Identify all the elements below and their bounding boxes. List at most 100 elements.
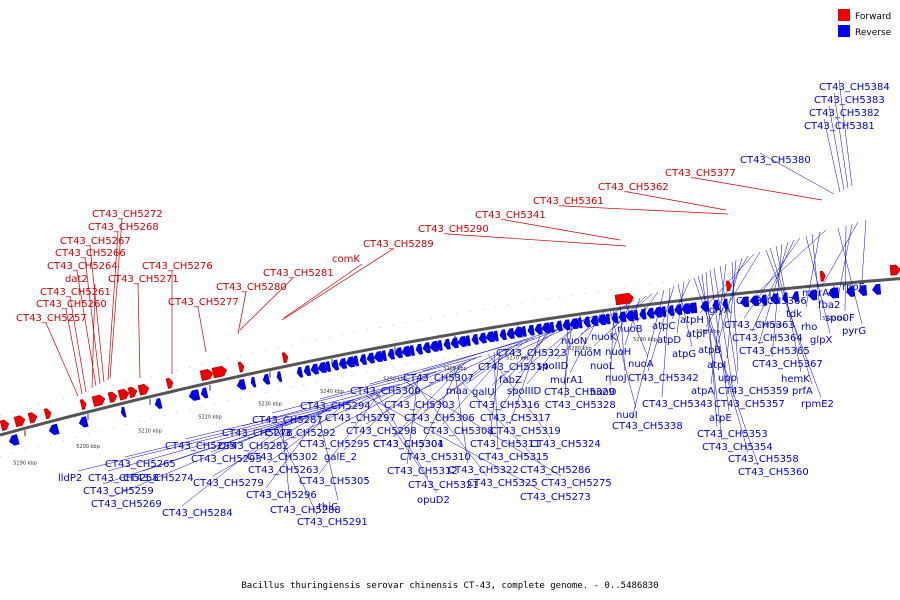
reverse-gene <box>534 323 543 335</box>
reverse-leader-line <box>636 291 659 323</box>
reverse-gene-label: CT43_CH5328 <box>545 400 616 411</box>
reverse-gene-label: CT43_CH5384 <box>819 82 890 93</box>
reverse-gene <box>562 319 571 331</box>
reverse-leader-line <box>369 337 535 385</box>
reverse-leader-line <box>392 361 467 438</box>
reverse-gene-label: CT43_CH5298 <box>346 426 417 437</box>
reverse-leader-line <box>210 399 355 453</box>
forward-gene-label: CT43_CH5260 <box>36 299 107 310</box>
reverse-gene-label: CT43_CH5329 <box>544 387 615 398</box>
reverse-gene <box>639 308 647 320</box>
reverse-leader-line <box>719 265 739 385</box>
reverse-gene-label: nuoJ <box>605 373 627 384</box>
reverse-gene-label: nuoI <box>616 410 638 421</box>
reverse-leader-line <box>609 309 637 409</box>
forward-gene-label: comK <box>332 254 360 265</box>
forward-leader-line <box>283 263 363 319</box>
reverse-gene-label: nuoB <box>617 324 643 335</box>
reverse-gene-label: rpmE2 <box>801 399 834 410</box>
forward-leader-line <box>239 277 294 331</box>
reverse-gene <box>401 345 411 357</box>
reverse-gene-label: CT43_CH5301 <box>373 439 444 450</box>
reverse-gene <box>858 285 868 296</box>
reverse-gene <box>331 359 340 371</box>
reverse-gene <box>576 317 583 329</box>
reverse-gene <box>770 293 780 305</box>
reverse-leader-line <box>823 118 841 193</box>
reverse-leader-line <box>442 345 513 425</box>
reverse-gene <box>296 366 304 378</box>
reverse-gene <box>646 307 655 319</box>
forward-gene <box>819 270 826 282</box>
reverse-gene-label: atpD <box>657 335 681 346</box>
reverse-leader-line <box>717 257 743 344</box>
reverse-gene-label: CT43_CH5354 <box>702 442 773 453</box>
reverse-leader-line <box>488 331 551 399</box>
reverse-gene-label: CT43_CH5282 <box>218 441 289 452</box>
forward-gene-label: CT43_CH5257 <box>16 313 87 324</box>
reverse-gene-label: nuoD <box>590 387 617 398</box>
scale-tick-label: 5310 kbp <box>758 322 782 328</box>
reverse-gene <box>359 354 368 366</box>
reverse-leader-line <box>759 152 835 195</box>
reverse-gene <box>690 302 698 314</box>
reverse-gene <box>408 345 416 356</box>
reverse-gene-label: CT43_CH5295 <box>299 439 370 450</box>
reverse-gene-label: CT43_CH5263 <box>248 465 319 476</box>
reverse-gene <box>345 356 356 368</box>
forward-gene <box>117 388 130 401</box>
reverse-gene-label: CT43_CH5304 <box>373 439 444 450</box>
reverse-gene-label: CT43_CH5314 <box>478 362 549 373</box>
reverse-leader-line <box>487 353 551 438</box>
forward-leader-line <box>504 219 621 241</box>
reverse-gene <box>653 306 663 318</box>
reverse-gene-label: spoIID <box>537 361 569 372</box>
reverse-leader-line <box>489 349 501 438</box>
reverse-gene-label: CT43_CH5315 <box>478 452 549 463</box>
forward-gene-label: CT43_CH5341 <box>475 210 546 221</box>
forward-gene <box>237 361 245 373</box>
reverse-leader-line <box>624 297 641 346</box>
reverse-leader-line <box>392 347 507 438</box>
reverse-gene-label: CT43_CH5297 <box>325 413 396 424</box>
reverse-gene-label: CT43_CH5284 <box>162 508 233 519</box>
reverse-gene-label: atpH <box>680 315 704 326</box>
reverse-gene-label: CT43_CH5269 <box>91 499 162 510</box>
scale-tick-label: 5270 kbp <box>506 355 530 361</box>
reverse-gene <box>611 312 619 324</box>
reverse-leader-line <box>284 371 437 427</box>
reverse-leader-line <box>453 365 469 464</box>
reverse-gene <box>464 335 471 347</box>
reverse-leader-line <box>563 323 573 386</box>
scale-tick-label: 5190 kbp <box>13 460 37 466</box>
reverse-gene-label: CT43_CH5342 <box>628 373 699 384</box>
reverse-leader-line <box>861 219 867 281</box>
reverse-gene <box>450 337 459 349</box>
reverse-gene-label: CT43_CH5321 <box>408 480 479 491</box>
reverse-gene-label: nuoA <box>628 359 654 370</box>
legend-forward-label: Forward <box>855 12 891 22</box>
reverse-leader-line <box>769 247 813 385</box>
reverse-leader-line <box>423 343 519 412</box>
reverse-gene-label: CT43_CH5360 <box>738 467 809 478</box>
reverse-gene-label: CT43_CH5359 <box>718 386 789 397</box>
forward-gene <box>889 264 900 276</box>
reverse-gene <box>492 330 499 342</box>
reverse-gene <box>872 283 882 295</box>
forward-leader-line <box>89 245 105 383</box>
forward-leader-line <box>65 308 83 395</box>
reverse-leader-line <box>266 387 389 451</box>
reverse-leader-line <box>765 249 822 398</box>
reverse-gene-label: maa <box>446 386 468 397</box>
reverse-leader-line <box>107 415 307 472</box>
reverse-leader-line <box>271 369 443 414</box>
reverse-gene-label: tdk <box>786 309 802 320</box>
reverse-gene-label: CT43_CH5382 <box>809 108 880 119</box>
reverse-gene <box>506 327 515 339</box>
reverse-gene-label: CT43_CH5381 <box>804 121 875 132</box>
forward-gene-label: CT43_CH5276 <box>142 261 213 272</box>
reverse-gene-label: galE_2 <box>324 452 357 463</box>
reverse-gene-label: thiC <box>318 502 338 513</box>
scale-tick-label: 5220 kbp <box>198 415 222 421</box>
scale-tick-label: 5230 kbp <box>258 402 282 408</box>
